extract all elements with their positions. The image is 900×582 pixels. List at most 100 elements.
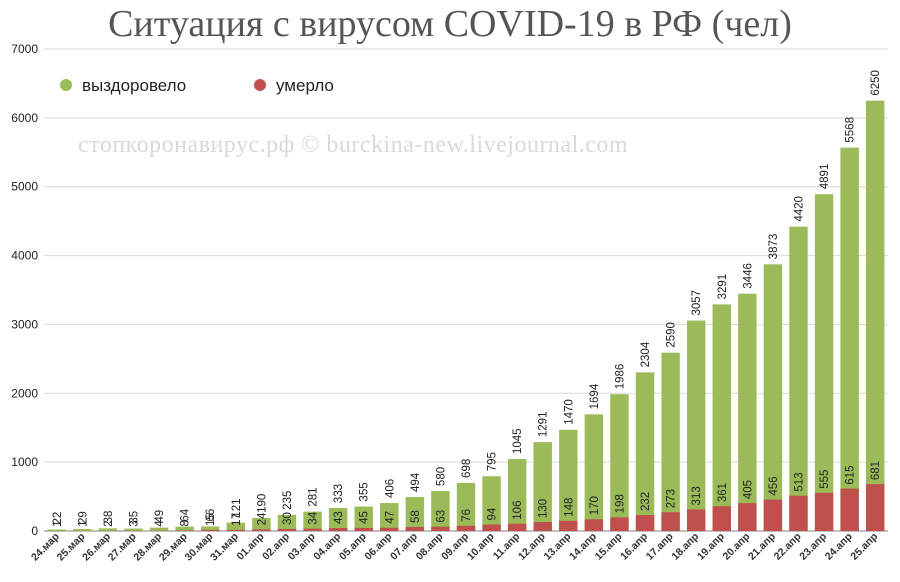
bar-recovered [559, 429, 578, 531]
bar-deaths [789, 495, 808, 531]
bar-deaths [866, 484, 885, 531]
value-label-recovered: 406 [384, 479, 396, 498]
bar-recovered [328, 508, 348, 531]
bar-recovered [840, 147, 859, 531]
value-label-recovered: 580 [435, 467, 447, 486]
x-tick-label: 16.апр [618, 531, 650, 563]
y-tick-label: 5000 [11, 180, 38, 194]
value-label-deaths: 170 [589, 496, 601, 515]
value-label-deaths: 148 [563, 498, 575, 517]
value-label-deaths: 361 [717, 483, 729, 502]
bar-deaths [226, 529, 246, 531]
x-tick-label: 07.апр [388, 531, 420, 563]
bar-recovered [149, 527, 169, 531]
value-label-recovered: 22 [52, 512, 64, 525]
value-label-deaths: 94 [487, 507, 499, 520]
bar-deaths [533, 522, 552, 531]
value-label-deaths: 24 [256, 512, 268, 525]
bar-recovered [789, 226, 808, 531]
chart-title: Ситуация с вирусом COVID-19 в РФ (чел) [108, 3, 792, 45]
bar-recovered [814, 194, 834, 531]
bar-recovered [405, 496, 425, 531]
bar-recovered [431, 491, 450, 531]
value-label-deaths: 1 [77, 521, 89, 527]
bar-recovered [252, 517, 271, 531]
value-label-deaths: 30 [282, 512, 294, 525]
bar-recovered [635, 372, 655, 531]
value-label-recovered: 1986 [614, 364, 626, 390]
bar-recovered [47, 529, 66, 531]
value-label-recovered: 3446 [742, 263, 754, 289]
x-tick-label: 12.апр [516, 531, 548, 563]
x-tick-label: 15.апр [593, 531, 625, 563]
bar-deaths [661, 512, 680, 531]
value-label-recovered: 4891 [819, 164, 831, 190]
value-label-deaths: 198 [614, 494, 626, 513]
bar-recovered [277, 514, 297, 531]
bar-deaths [610, 517, 629, 531]
x-tick-label: 17.апр [644, 531, 676, 563]
value-label-deaths: 1 [52, 521, 64, 527]
value-label-deaths: 106 [512, 501, 524, 520]
bar-deaths [405, 527, 425, 531]
value-label-recovered: 1045 [512, 428, 524, 454]
bar-deaths [456, 525, 476, 531]
y-tick-label: 3000 [11, 317, 38, 331]
bar-recovered [482, 476, 501, 531]
value-label-recovered: 795 [487, 452, 499, 471]
value-label-deaths: 47 [384, 511, 396, 524]
bar-recovered [584, 414, 604, 531]
value-label-recovered: 355 [359, 482, 371, 501]
bar-recovered [226, 522, 246, 531]
value-label-recovered: 64 [180, 508, 192, 521]
bar-deaths [712, 506, 731, 531]
x-tick-label: 03.апр [286, 531, 318, 563]
x-tick-label: 20.апр [720, 531, 752, 563]
bar-recovered [124, 528, 143, 531]
y-tick-label: 4000 [11, 249, 38, 263]
bar-recovered [201, 526, 220, 531]
x-tick-label: 18.апр [669, 531, 701, 563]
x-tick-label: 04.апр [311, 531, 343, 563]
bar-deaths [303, 528, 322, 531]
value-label-recovered: 2304 [640, 341, 652, 367]
value-label-deaths: 615 [845, 465, 857, 484]
bar-deaths [277, 528, 297, 531]
value-label-recovered: 5568 [845, 117, 857, 143]
value-label-deaths: 2 [103, 520, 115, 526]
bar-deaths [686, 509, 706, 531]
value-label-recovered: 6250 [870, 70, 882, 96]
legend-marker [254, 79, 266, 91]
bar-deaths [507, 523, 527, 531]
x-tick-label: 01.апр [235, 531, 267, 563]
value-label-recovered: 35 [129, 511, 141, 524]
value-label-deaths: 555 [819, 470, 831, 489]
value-label-deaths: 513 [793, 472, 805, 491]
bar-deaths [840, 488, 859, 531]
legend-label: выздоровело [82, 76, 186, 95]
bar-recovered [866, 100, 885, 532]
value-label-recovered: 3057 [691, 290, 703, 316]
value-label-recovered: 121 [231, 498, 243, 517]
bar-deaths [328, 528, 348, 531]
bar-deaths [354, 527, 373, 531]
x-tick-label: 13.апр [541, 531, 573, 563]
value-label-recovered: 1694 [589, 383, 601, 409]
x-tick-label: 08.апр [414, 531, 446, 563]
value-label-deaths: 45 [359, 511, 371, 524]
value-label-recovered: 281 [308, 487, 320, 506]
watermark-text: стопкоронавирус.рф © burckina-new.livejo… [78, 132, 629, 158]
x-tick-label: 09.апр [439, 531, 471, 563]
bar-deaths [738, 503, 757, 531]
bar-recovered [533, 442, 552, 531]
value-label-recovered: 2590 [666, 322, 678, 348]
value-label-deaths: 15 [205, 513, 217, 526]
value-label-deaths: 34 [308, 511, 320, 524]
bar-recovered [73, 529, 92, 531]
value-label-recovered: 235 [282, 491, 294, 510]
x-tick-label: 31.мар [208, 531, 241, 564]
value-label-deaths: 405 [742, 480, 754, 499]
x-tick-label: 02.апр [260, 531, 292, 563]
x-tick-label: 24.апр [823, 531, 855, 563]
value-label-recovered: 1291 [538, 412, 550, 438]
